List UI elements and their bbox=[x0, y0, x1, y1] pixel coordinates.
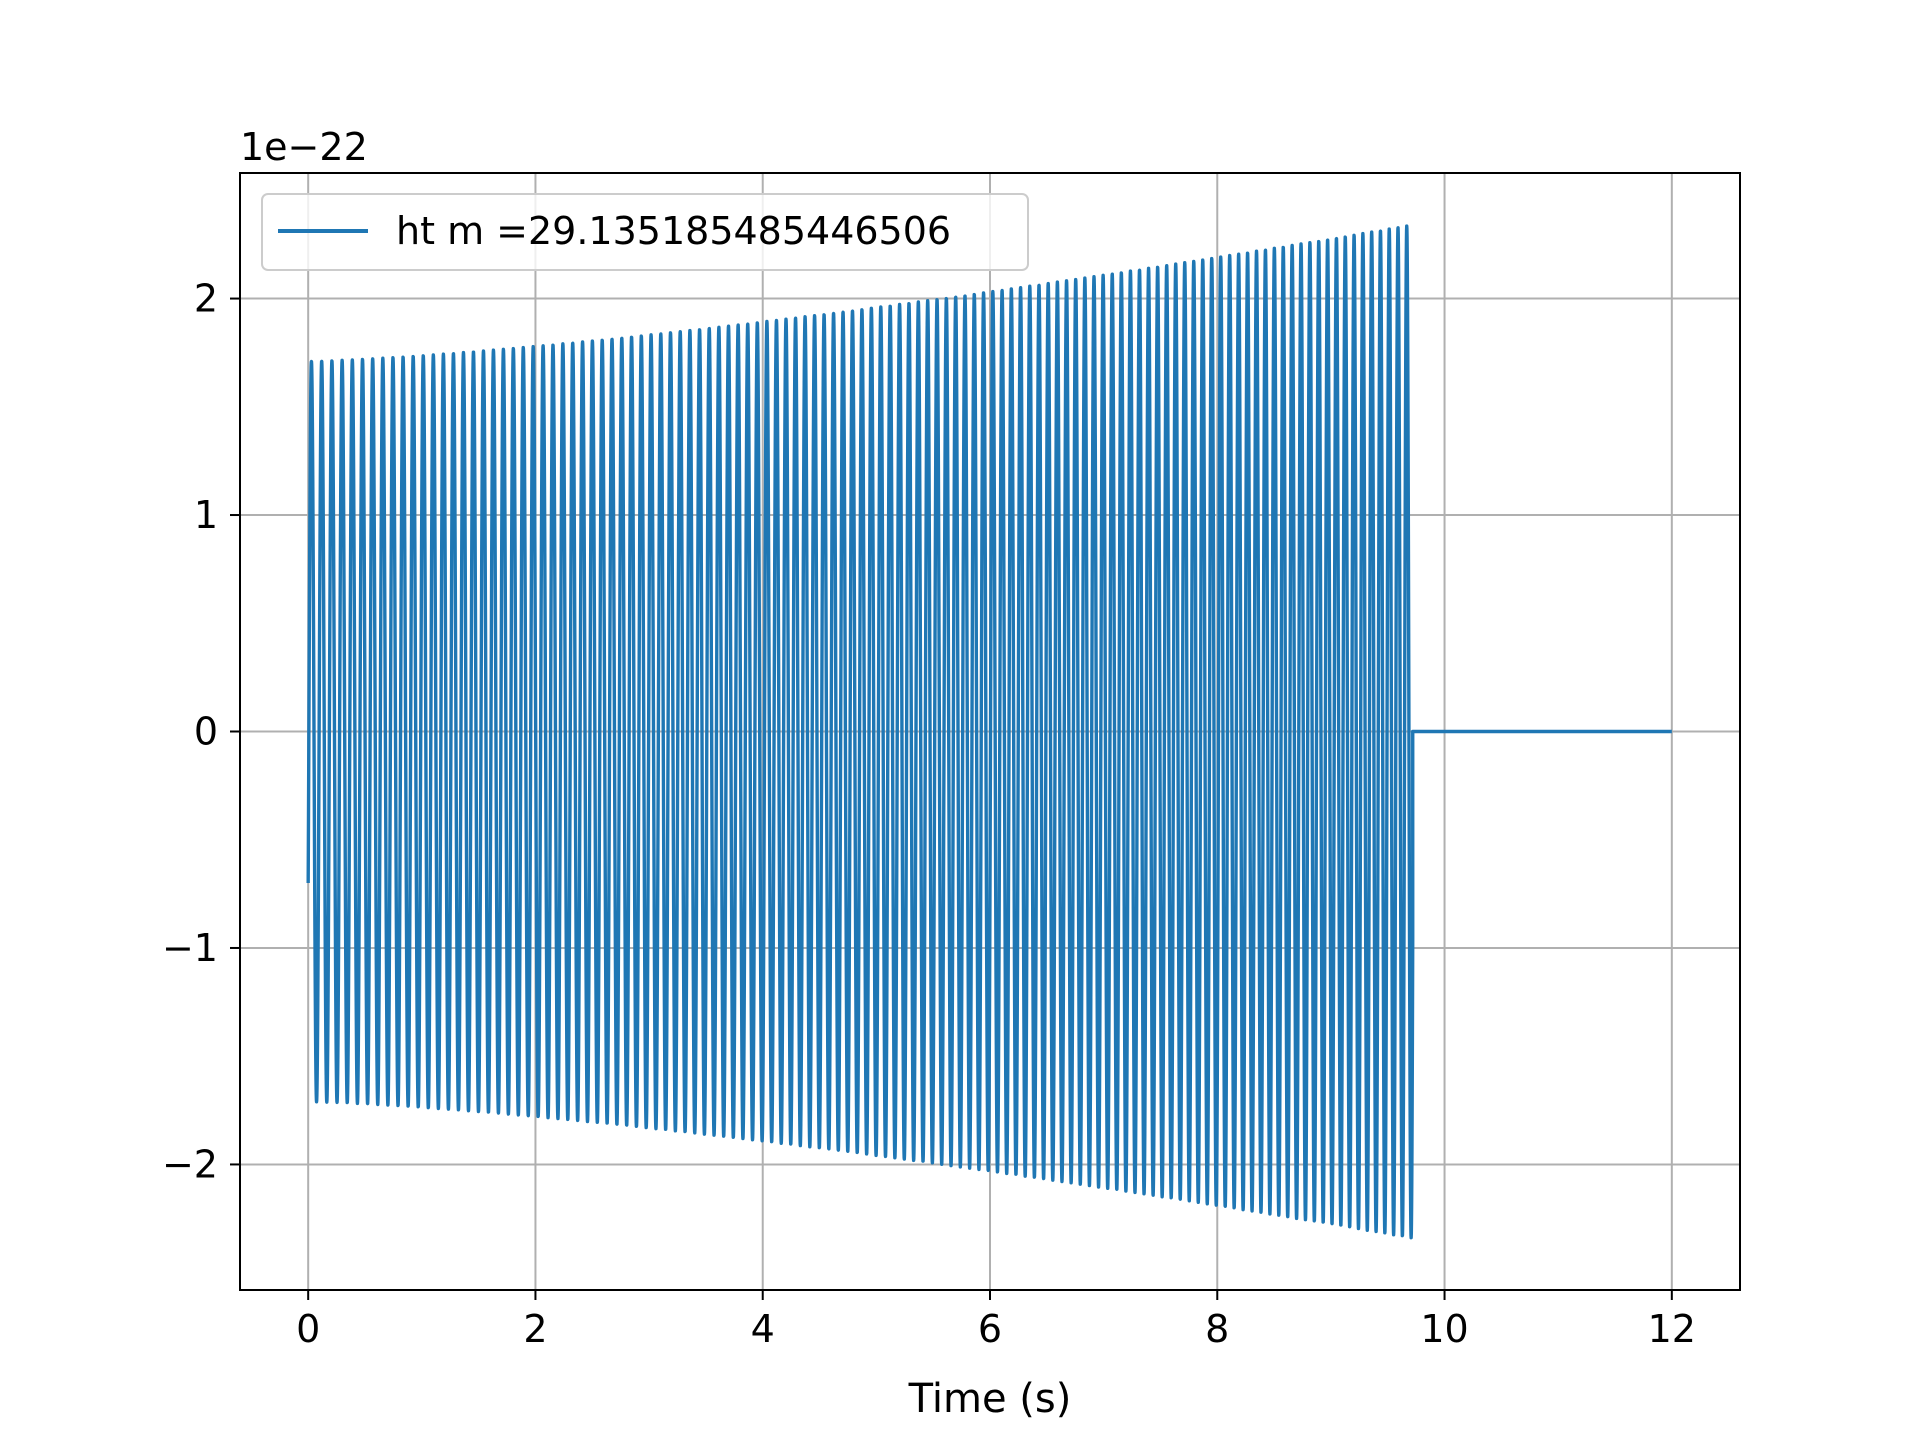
legend: ht m =29.135185485446506 bbox=[261, 193, 1029, 271]
y-tick-label: −2 bbox=[162, 1142, 218, 1186]
x-tick-label: 10 bbox=[1420, 1307, 1468, 1351]
series-line bbox=[306, 224, 1672, 1240]
x-tick-label: 12 bbox=[1648, 1307, 1696, 1351]
x-tick-label: 6 bbox=[978, 1307, 1002, 1351]
legend-label: ht m =29.135185485446506 bbox=[396, 209, 951, 253]
y-offset-label: 1e−22 bbox=[240, 125, 368, 169]
x-tick-label: 4 bbox=[751, 1307, 775, 1351]
y-tick-label: 1 bbox=[194, 493, 218, 537]
legend-box bbox=[261, 193, 1029, 271]
y-tick-label: −1 bbox=[162, 926, 218, 970]
y-tick-label: 0 bbox=[194, 710, 218, 754]
x-tick-label: 0 bbox=[296, 1307, 320, 1351]
series-layer bbox=[306, 224, 1672, 1240]
x-tick-label: 2 bbox=[523, 1307, 547, 1351]
y-tick-label: 2 bbox=[194, 277, 218, 321]
x-tick-label: 8 bbox=[1205, 1307, 1229, 1351]
x-axis-label: Time (s) bbox=[908, 1376, 1072, 1422]
x-axis: 0 2 4 6 8 10 12 bbox=[296, 1290, 1696, 1351]
y-axis: −2 −1 0 1 2 bbox=[162, 277, 240, 1186]
